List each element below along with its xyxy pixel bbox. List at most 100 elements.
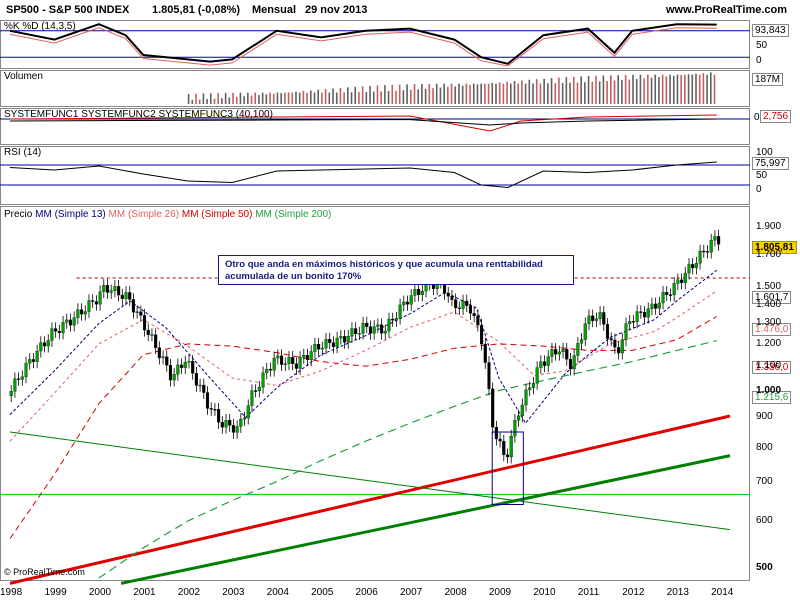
volume-bar — [495, 83, 497, 104]
candle-body — [413, 289, 417, 296]
volume-bar — [691, 74, 694, 104]
y-tick-label: 1.700 — [756, 248, 782, 260]
candle-body — [98, 291, 102, 305]
volume-bar — [354, 86, 357, 104]
candle-body — [102, 285, 106, 292]
volume-bar — [713, 74, 716, 104]
candle-body — [20, 376, 24, 380]
volume-bar — [517, 83, 520, 104]
legend-mm13: MM (Simple 13) — [35, 209, 106, 220]
candle-body — [187, 361, 191, 363]
x-tick-label: 2008 — [444, 587, 467, 598]
candle-body — [394, 318, 398, 321]
candle-body — [694, 263, 698, 269]
volume-bar — [410, 89, 412, 104]
y-tick-label: 1.000 — [756, 384, 782, 396]
x-tick-label: 2013 — [666, 587, 689, 598]
volume-bar — [284, 92, 286, 104]
candle-body — [231, 425, 235, 433]
candle-body — [457, 307, 461, 309]
volume-bar — [198, 99, 201, 104]
system-value-a: 0 — [754, 112, 760, 123]
x-tick-label: 2011 — [577, 587, 600, 598]
candle-body — [387, 318, 391, 332]
candle-body — [250, 390, 254, 406]
candle-body — [713, 236, 717, 241]
volume-bar — [202, 93, 205, 104]
candle-body — [383, 330, 387, 334]
candle-body — [480, 324, 484, 345]
volume-bar — [210, 93, 212, 104]
candle-body — [513, 420, 517, 437]
candle-body — [31, 359, 35, 362]
volume-bar — [458, 83, 460, 104]
candle-body — [498, 438, 502, 442]
candle-body — [57, 330, 61, 334]
candle-body — [50, 328, 54, 341]
candle-body — [176, 364, 180, 375]
x-tick-label: 2010 — [533, 587, 556, 598]
volume-bar — [698, 74, 701, 104]
volume-bar — [187, 94, 190, 104]
volume-bar — [676, 74, 679, 104]
volume-bar — [613, 80, 616, 104]
candle-body — [280, 355, 284, 365]
stoch-panel[interactable]: %K %D (14,3,5) 93,843 50 0 — [0, 20, 800, 68]
candle-body — [576, 343, 580, 356]
y-tick-label: 500 — [756, 561, 773, 573]
volume-bar — [369, 85, 371, 104]
panel-frame — [0, 20, 750, 69]
y-tick-label: 800 — [756, 441, 773, 453]
annotation-line-1: Otro que anda en máximos históricos y qu… — [225, 259, 543, 270]
candle-body — [128, 292, 132, 300]
candle-body — [180, 364, 184, 368]
annotation-line-2: acumulada de un bonito 170% — [225, 271, 362, 282]
system-panel[interactable]: SYSTEMFUNC1 SYSTEMFUNC2 SYSTEMFUNC3 (40,… — [0, 108, 800, 144]
volume-bar — [624, 74, 627, 104]
candle-body — [291, 357, 295, 364]
legend-mm50: MM (Simple 50) — [181, 209, 253, 220]
volume-bar — [328, 92, 331, 104]
candle-body — [157, 347, 161, 359]
candle-body — [568, 359, 573, 370]
candle-body — [120, 294, 124, 300]
candle-body — [346, 336, 350, 343]
stoch-k-line — [9, 23, 717, 65]
candle-body — [150, 334, 154, 336]
volume-bar — [335, 92, 338, 104]
volume-bar — [572, 76, 575, 104]
ma-line-3 — [9, 316, 717, 539]
x-tick-label: 2004 — [266, 587, 289, 598]
volume-panel[interactable]: Volumen 187M — [0, 70, 800, 106]
x-tick-label: 2007 — [400, 587, 423, 598]
volume-bar — [602, 75, 605, 104]
volume-bar — [561, 82, 564, 104]
candle-body — [502, 440, 506, 455]
candle-body — [365, 322, 369, 327]
stoch-value: 93,843 — [752, 24, 789, 37]
candle-body — [220, 422, 224, 428]
candle-body — [454, 299, 458, 308]
volume-bar — [513, 81, 516, 104]
volume-bar — [521, 80, 523, 104]
volume-bar — [402, 90, 405, 104]
volume-bar — [350, 92, 353, 104]
candle-body — [172, 374, 176, 381]
y-tick-label: 900 — [756, 411, 773, 423]
candle-body — [105, 285, 110, 293]
volume-bar — [261, 92, 264, 104]
candle-body — [598, 312, 602, 320]
candle-body — [372, 326, 376, 334]
volume-bar — [547, 83, 549, 104]
candle-body — [528, 387, 532, 390]
rsi-panel[interactable]: RSI (14) 100 75,997 50 0 — [0, 146, 800, 200]
volume-bar — [358, 92, 360, 104]
volume-bar — [680, 75, 682, 104]
candle-body — [242, 417, 247, 420]
volume-bar — [587, 76, 590, 104]
candle-body — [617, 347, 621, 354]
volume-bar — [332, 88, 334, 104]
candle-body — [587, 315, 591, 324]
candle-body — [517, 415, 521, 421]
candle-body — [368, 326, 373, 334]
